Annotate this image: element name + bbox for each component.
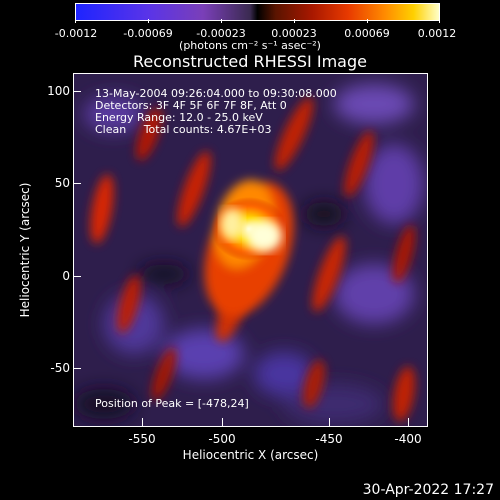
y-tick-label: 0 bbox=[62, 269, 70, 283]
colorbar-units: (photons cm⁻² s⁻¹ asec⁻²) bbox=[179, 39, 321, 52]
energy-range-label: Energy Range: 12.0 - 25.0 keV bbox=[95, 111, 263, 124]
x-tick bbox=[222, 418, 223, 426]
colorbar-tick bbox=[75, 19, 76, 23]
peak-position-label: Position of Peak = [-478,24] bbox=[95, 397, 249, 410]
colorbar-tick bbox=[367, 19, 368, 23]
y-tick bbox=[73, 91, 81, 92]
y-tick-label: 50 bbox=[54, 176, 70, 190]
colorbar-tick bbox=[148, 19, 149, 23]
y-tick-label: -50 bbox=[50, 361, 70, 375]
colorbar-tick-label: -0.00069 bbox=[123, 27, 173, 40]
rhessi-image bbox=[73, 73, 428, 427]
x-tick bbox=[142, 418, 143, 426]
x-axis-label: Heliocentric X (arcsec) bbox=[182, 448, 319, 462]
y-tick bbox=[73, 183, 81, 184]
x-tick-label: -400 bbox=[394, 432, 422, 446]
colorbar-tick bbox=[221, 19, 222, 23]
colorbar-tick-label: -0.00023 bbox=[196, 27, 246, 40]
render-timestamp: 30-Apr-2022 17:27 bbox=[362, 482, 494, 498]
image-title: Reconstructed RHESSI Image bbox=[133, 52, 367, 71]
x-tick-label: -450 bbox=[315, 432, 343, 446]
colorbar-tick bbox=[294, 19, 295, 23]
x-tick-label: -500 bbox=[208, 432, 236, 446]
colorbar-tick-label: 0.0012 bbox=[417, 27, 457, 40]
time-range-label: 13-May-2004 09:26:04.000 to 09:30:08.000 bbox=[95, 87, 337, 100]
clean-counts-label: Clean Total counts: 4.67E+03 bbox=[95, 123, 272, 136]
colorbar-tick-label: 0.00069 bbox=[344, 27, 390, 40]
colorbar-tick-label: -0.0012 bbox=[54, 27, 98, 40]
flux-map bbox=[74, 74, 427, 426]
detectors-label: Detectors: 3F 4F 5F 6F 7F 8F, Att 0 bbox=[95, 99, 287, 112]
y-tick-label: 100 bbox=[47, 84, 70, 98]
colorbar bbox=[75, 3, 440, 21]
colorbar-tick-label: 0.00023 bbox=[271, 27, 317, 40]
y-axis-label: Heliocentric Y (arcsec) bbox=[18, 182, 32, 318]
x-tick bbox=[408, 418, 409, 426]
colorbar-tick bbox=[439, 19, 440, 23]
y-tick bbox=[73, 368, 81, 369]
x-tick bbox=[329, 418, 330, 426]
x-tick-label: -550 bbox=[128, 432, 156, 446]
y-tick bbox=[73, 276, 81, 277]
